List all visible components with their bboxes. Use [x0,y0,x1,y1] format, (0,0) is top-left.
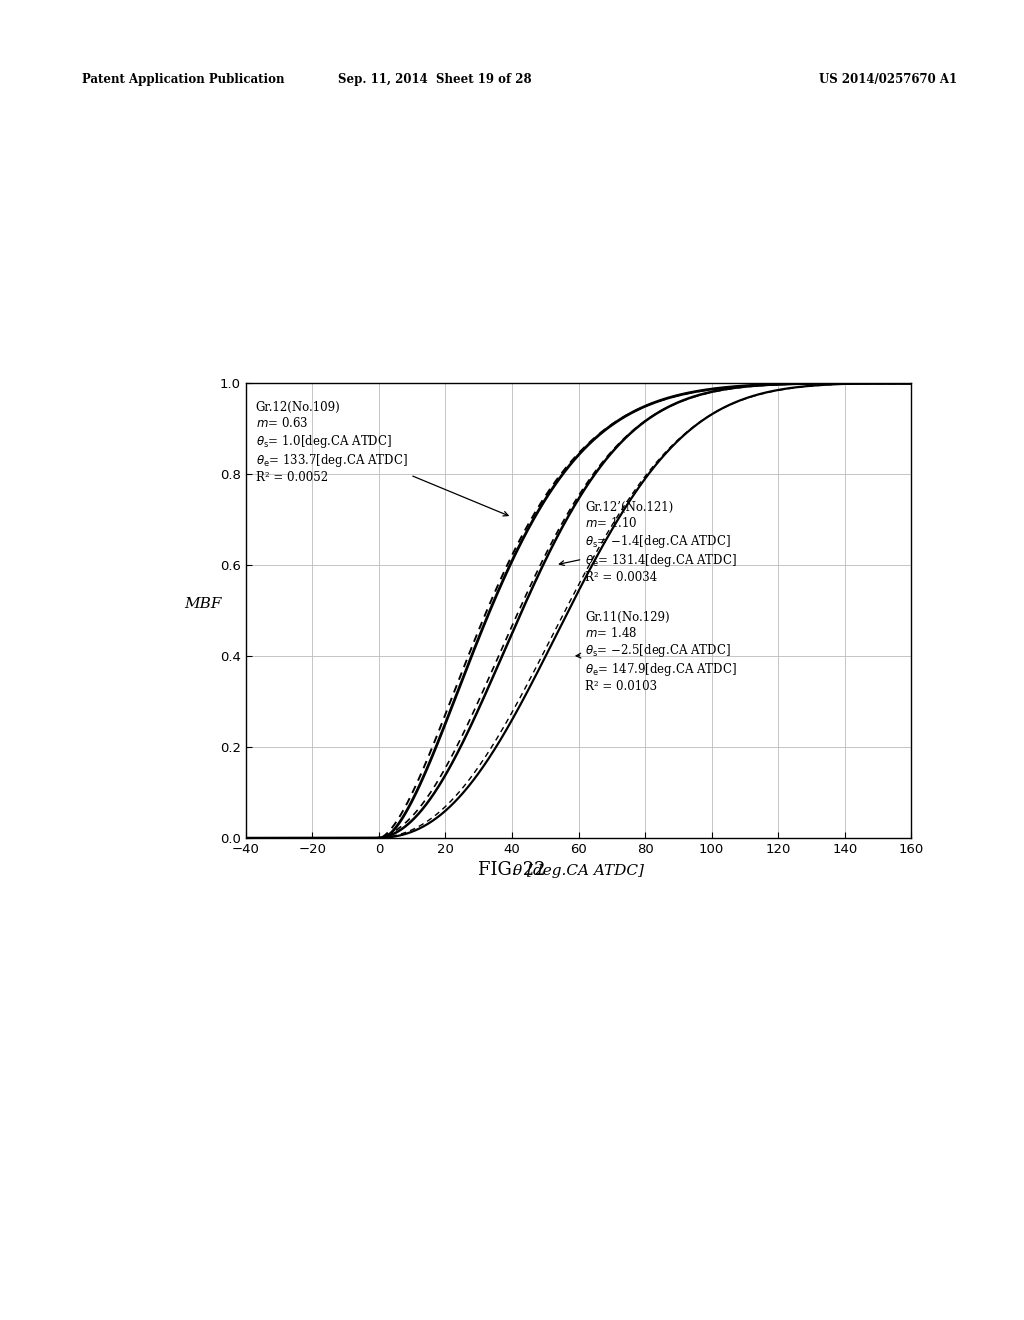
Text: US 2014/0257670 A1: US 2014/0257670 A1 [819,73,957,86]
X-axis label: θ [deg.CA ATDC]: θ [deg.CA ATDC] [513,865,644,878]
Text: FIG. 22: FIG. 22 [478,861,546,879]
Text: Gr.12(No.109)
$m$= 0.63
$\theta_{\mathrm{s}}$= 1.0[deg.CA ATDC]
$\theta_{\mathrm: Gr.12(No.109) $m$= 0.63 $\theta_{\mathrm… [256,401,508,516]
Text: Gr.12’(No.121)
$m$= 1.10
$\theta_{\mathrm{s}}$= −1.4[deg.CA ATDC]
$\theta_{\math: Gr.12’(No.121) $m$= 1.10 $\theta_{\mathr… [559,502,737,585]
Text: Gr.11(No.129)
$m$= 1.48
$\theta_{\mathrm{s}}$= −2.5[deg.CA ATDC]
$\theta_{\mathr: Gr.11(No.129) $m$= 1.48 $\theta_{\mathrm… [577,610,737,693]
Text: Patent Application Publication: Patent Application Publication [82,73,285,86]
Y-axis label: MBF: MBF [184,597,222,610]
Text: Sep. 11, 2014  Sheet 19 of 28: Sep. 11, 2014 Sheet 19 of 28 [338,73,532,86]
